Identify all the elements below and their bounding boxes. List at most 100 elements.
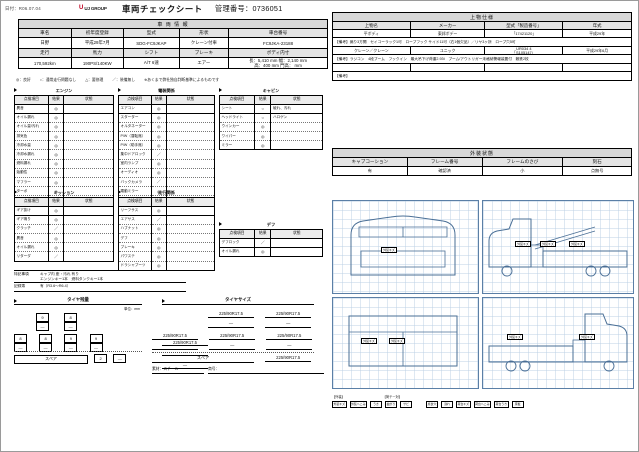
check-result[interactable]: ◎ — [47, 242, 65, 253]
damage-tag-rear-2[interactable]: 外装キズ — [389, 338, 405, 345]
check-state[interactable] — [270, 238, 323, 248]
check-state[interactable] — [165, 168, 216, 179]
check-state[interactable] — [165, 177, 216, 188]
check-state[interactable] — [165, 104, 216, 114]
check-result[interactable]: ／ — [254, 238, 272, 248]
body-spec-cell-3[interactable]: 平成29年 — [562, 29, 632, 38]
check-state[interactable] — [63, 149, 114, 160]
check-state[interactable] — [270, 131, 323, 142]
check-state[interactable] — [165, 261, 216, 271]
check-result[interactable]: ◎ — [47, 233, 65, 244]
check-state[interactable] — [63, 206, 114, 216]
check-result[interactable]: ◎ — [150, 131, 167, 142]
check-result[interactable]: ◎ — [150, 206, 167, 216]
check-state[interactable] — [165, 233, 216, 244]
check-state[interactable] — [63, 113, 114, 123]
body-spec-cell-2[interactable] — [484, 63, 564, 73]
check-state[interactable] — [63, 131, 114, 142]
check-result[interactable]: ◎ — [47, 215, 65, 225]
check-state[interactable] — [165, 159, 216, 169]
check-result[interactable]: ◎ — [47, 131, 65, 142]
check-state[interactable] — [165, 140, 216, 151]
body-spec-cell-2[interactable]: UR034 4 「S105147」 — [484, 45, 564, 56]
check-state[interactable] — [270, 247, 323, 257]
body-spec-cell-3[interactable] — [562, 63, 632, 73]
check-state[interactable] — [63, 186, 114, 197]
check-result[interactable]: ◎ — [47, 104, 65, 114]
check-result[interactable]: ／ — [150, 149, 167, 160]
body-spec-cell-3[interactable]: 平成29年6月 — [562, 45, 632, 56]
check-result[interactable]: ◎ — [47, 122, 65, 133]
check-state[interactable] — [165, 224, 216, 235]
check-state[interactable] — [165, 251, 216, 262]
check-state[interactable] — [63, 122, 114, 133]
check-state[interactable] — [63, 168, 114, 179]
check-state[interactable]: ハロゲン — [270, 113, 323, 123]
check-state[interactable] — [165, 122, 216, 133]
check-result[interactable]: ◎ — [47, 159, 65, 169]
check-result[interactable]: ／ — [150, 215, 167, 225]
check-state[interactable] — [165, 131, 216, 142]
check-state[interactable] — [63, 140, 114, 151]
body-spec-cell-1[interactable]: 東邦ボデー — [409, 29, 486, 38]
check-state[interactable] — [63, 233, 114, 244]
check-result[interactable]: ◎ — [150, 104, 167, 114]
check-result[interactable]: ○ — [254, 104, 272, 114]
damage-tag-side-2[interactable]: 外装キズ — [540, 241, 556, 248]
check-state[interactable] — [270, 122, 323, 133]
damage-tag-rear-1[interactable]: 外装キズ — [361, 338, 377, 345]
diagram-cell-side-right[interactable]: 外装キズ 外装キズ 外装キズ — [482, 200, 634, 294]
check-result[interactable]: ◎ — [47, 168, 65, 179]
check-result[interactable]: ／ — [47, 224, 65, 235]
check-result[interactable]: ◎ — [47, 206, 65, 216]
check-result[interactable]: ◎ — [254, 140, 272, 151]
check-result[interactable]: ◎ — [254, 122, 272, 133]
body-spec-cell-0[interactable]: 平ボディ — [332, 29, 411, 38]
check-state[interactable] — [63, 251, 114, 262]
check-result[interactable]: ◎ — [150, 140, 167, 151]
check-state[interactable] — [63, 159, 114, 169]
diagram-cell-front[interactable]: 外装キズ — [332, 200, 479, 294]
body-spec-cell-0[interactable] — [332, 63, 411, 73]
body-spec-cell-1[interactable]: ユニック — [409, 45, 486, 56]
damage-tag-side-3[interactable]: 外装キズ — [569, 241, 585, 248]
check-state[interactable] — [165, 186, 216, 197]
check-result[interactable]: ◎ — [47, 149, 65, 160]
check-result[interactable]: ◎ — [254, 131, 272, 142]
check-state[interactable] — [63, 215, 114, 225]
check-result[interactable]: ◎ — [254, 247, 272, 257]
check-result[interactable]: ／ — [150, 177, 167, 188]
check-state[interactable] — [270, 140, 323, 151]
diagram-cell-rear[interactable]: 外装キズ 外装キズ — [332, 297, 479, 389]
body-spec-note[interactable]: 【備考】 — [332, 71, 632, 82]
check-state[interactable] — [165, 206, 216, 216]
body-spec-cell-2[interactable]: 「17421120」 — [484, 29, 564, 38]
check-state[interactable] — [63, 224, 114, 235]
check-result[interactable]: ◎ — [47, 140, 65, 151]
check-result[interactable]: ◎ — [150, 251, 167, 262]
check-state[interactable] — [165, 113, 216, 123]
check-result[interactable]: ◎ — [150, 113, 167, 123]
check-result[interactable]: ◎ — [150, 233, 167, 244]
check-result[interactable]: ◎ — [47, 177, 65, 188]
check-result[interactable]: ／ — [47, 251, 65, 262]
body-spec-cell-0[interactable]: クレーン／クレーン — [332, 45, 411, 56]
check-result[interactable]: ○ — [254, 113, 272, 123]
check-state[interactable] — [165, 242, 216, 253]
body-spec-note[interactable]: 【備考】煽り3方開 セイコーラック1可 ロープフック サイド11可（右1個欠品）… — [332, 37, 632, 47]
diagram-cell-side-left[interactable]: 外装キズ 外装キズ — [482, 297, 634, 389]
check-result[interactable]: ◎ — [150, 242, 167, 253]
check-result[interactable]: ◎ — [150, 261, 167, 271]
check-result[interactable]: ◎ — [150, 159, 167, 169]
check-state[interactable] — [63, 242, 114, 253]
check-state[interactable] — [165, 149, 216, 160]
check-state[interactable]: 破れ、汚れ — [270, 104, 323, 114]
check-result[interactable]: ◎ — [150, 122, 167, 133]
check-result[interactable]: ◎ — [150, 224, 167, 235]
check-state[interactable] — [63, 104, 114, 114]
check-result[interactable]: ◎ — [150, 186, 167, 197]
check-result[interactable]: ◎ — [150, 168, 167, 179]
damage-tag-front-1[interactable]: 外装キズ — [381, 247, 397, 254]
check-state[interactable] — [165, 215, 216, 225]
damage-tag-sideleft-1[interactable]: 外装キズ — [507, 334, 523, 341]
